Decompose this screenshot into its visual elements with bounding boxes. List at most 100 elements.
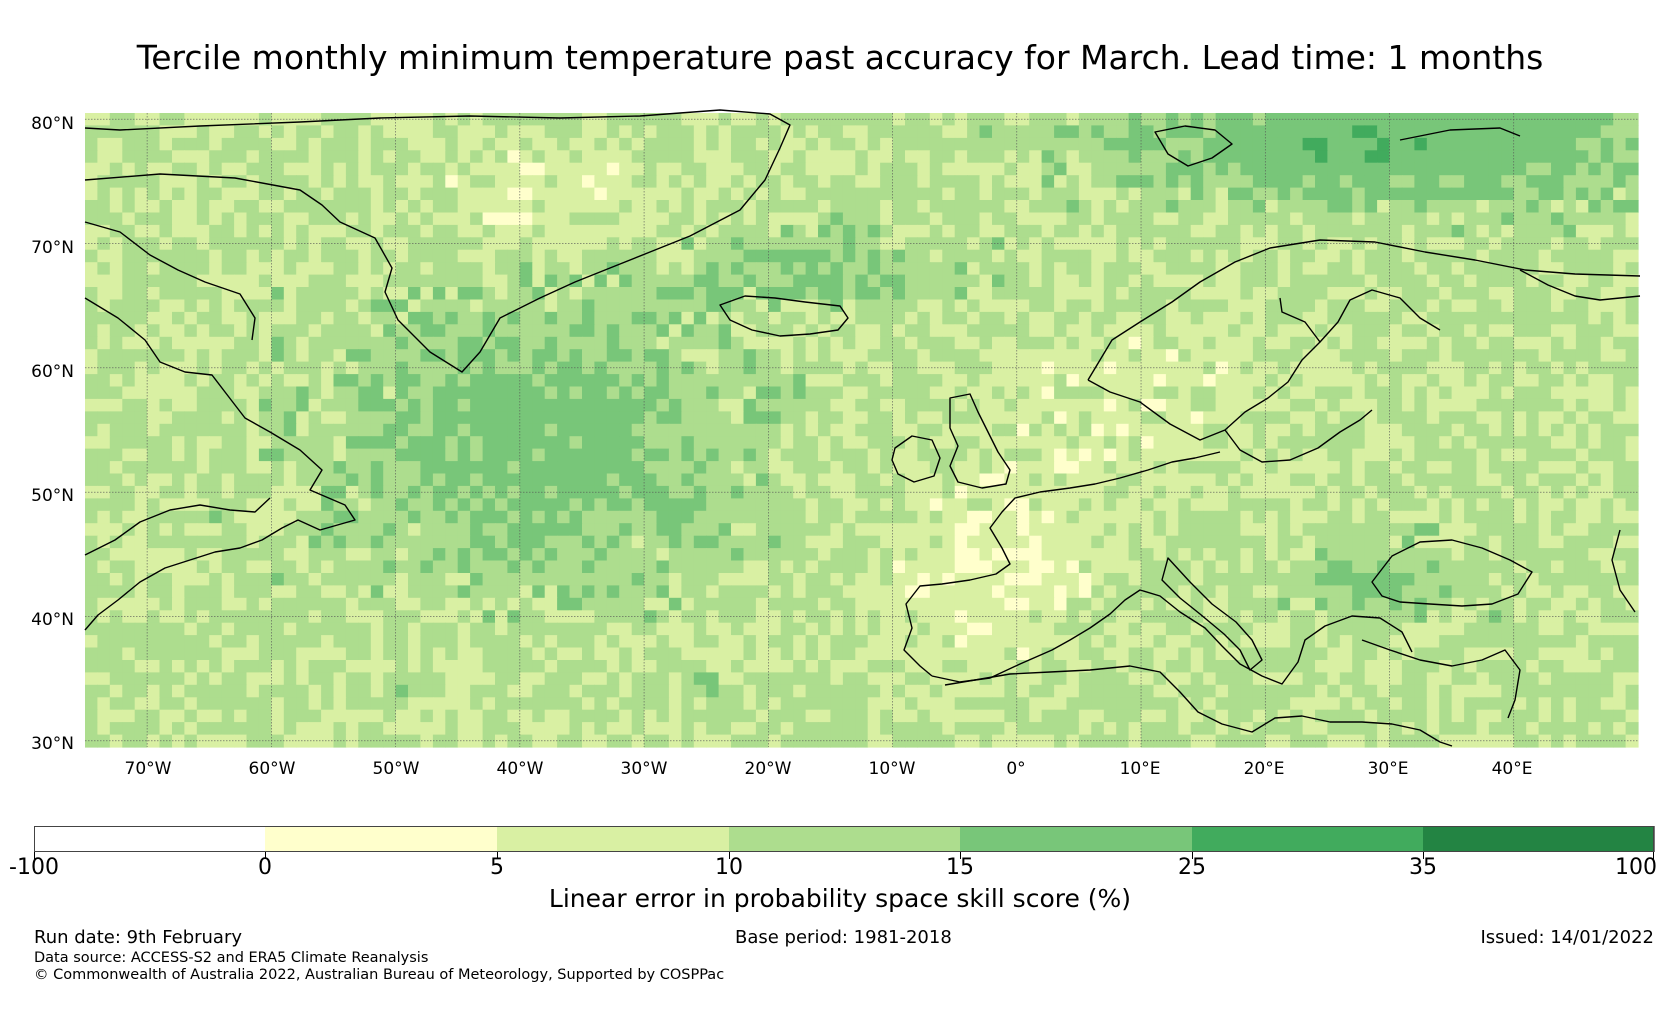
grid-cell xyxy=(358,411,372,425)
grid-cell xyxy=(1240,398,1254,412)
grid-cell xyxy=(582,523,595,537)
grid-cell xyxy=(1016,175,1030,189)
grid-cell xyxy=(1190,485,1204,499)
grid-cell xyxy=(470,423,484,437)
grid-cell xyxy=(1302,349,1316,363)
grid-cell xyxy=(159,137,173,151)
grid-cell xyxy=(1625,361,1639,375)
grid-cell xyxy=(1600,386,1614,400)
grid-cell xyxy=(1054,374,1068,388)
grid-cell xyxy=(693,324,707,338)
grid-cell xyxy=(470,560,484,574)
grid-cell xyxy=(495,287,508,300)
grid-cell xyxy=(1041,560,1055,574)
grid-cell xyxy=(942,523,956,537)
grid-cell xyxy=(1203,573,1217,586)
grid-cell xyxy=(1538,461,1552,475)
grid-cell xyxy=(718,374,732,388)
grid-cell xyxy=(1377,374,1391,388)
grid-cell xyxy=(1352,212,1366,226)
grid-cell xyxy=(1277,336,1291,350)
grid-cell xyxy=(842,436,856,450)
grid-cell xyxy=(122,311,136,325)
grid-cell xyxy=(1476,423,1490,437)
grid-cell xyxy=(432,324,446,338)
grid-cell xyxy=(445,498,459,512)
grid-cell xyxy=(1091,361,1105,375)
grid-cell xyxy=(1178,150,1192,164)
grid-cell xyxy=(1352,336,1366,350)
grid-cell xyxy=(1501,573,1515,586)
grid-cell xyxy=(1364,461,1378,475)
grid-cell xyxy=(1141,473,1154,487)
grid-cell xyxy=(457,473,471,487)
grid-cell xyxy=(221,374,235,388)
grid-cell xyxy=(1116,510,1130,524)
grid-cell xyxy=(1476,510,1490,524)
grid-cell xyxy=(706,498,720,512)
grid-cell xyxy=(495,510,508,524)
grid-cell xyxy=(1538,423,1552,437)
grid-cell xyxy=(1302,299,1316,313)
grid-cell xyxy=(519,398,533,412)
grid-cell xyxy=(992,175,1005,189)
grid-cell xyxy=(1575,597,1589,611)
grid-cell xyxy=(1178,398,1192,412)
grid-cell xyxy=(1600,448,1614,462)
grid-cell xyxy=(1352,423,1366,437)
grid-cell xyxy=(432,212,446,226)
grid-cell xyxy=(544,249,558,263)
grid-cell xyxy=(1600,498,1614,512)
grid-cell xyxy=(271,560,285,574)
grid-cell xyxy=(743,287,757,300)
grid-cell xyxy=(134,523,148,537)
grid-cell xyxy=(1414,374,1428,388)
grid-cell xyxy=(1464,200,1478,213)
grid-cell xyxy=(768,361,782,375)
grid-cell xyxy=(644,461,658,475)
grid-cell xyxy=(1190,423,1204,437)
grid-cell xyxy=(271,324,285,338)
grid-cell xyxy=(1302,436,1316,450)
grid-cell xyxy=(1613,299,1627,313)
grid-cell xyxy=(1575,398,1589,412)
grid-cell xyxy=(644,473,658,487)
grid-cell xyxy=(482,237,496,251)
grid-cell xyxy=(445,349,459,363)
grid-cell xyxy=(1451,423,1465,437)
grid-cell xyxy=(867,349,881,363)
grid-cell xyxy=(1575,498,1589,512)
grid-cell xyxy=(1054,162,1068,176)
grid-cell xyxy=(594,336,608,350)
grid-cell xyxy=(644,361,658,375)
grid-cell xyxy=(482,374,496,388)
grid-cell xyxy=(271,423,285,437)
grid-cell xyxy=(780,162,794,176)
grid-cell xyxy=(731,212,744,226)
grid-cell xyxy=(308,125,322,139)
grid-cell xyxy=(855,398,869,412)
grid-cell xyxy=(731,448,744,462)
grid-cell xyxy=(258,336,272,350)
grid-cell xyxy=(1252,299,1266,313)
grid-cell xyxy=(1327,287,1341,300)
grid-cell xyxy=(507,448,521,462)
grid-cell xyxy=(992,287,1005,300)
grid-cell xyxy=(321,150,335,164)
grid-cell xyxy=(818,398,831,412)
grid-cell xyxy=(606,324,620,338)
grid-cell xyxy=(1451,560,1465,574)
grid-cell xyxy=(1178,523,1192,537)
grid-cell xyxy=(880,125,894,139)
grid-cell xyxy=(1526,137,1540,151)
grid-cell xyxy=(1401,125,1415,139)
grid-cell xyxy=(457,336,471,350)
grid-cell xyxy=(1538,200,1552,213)
grid-cell xyxy=(1066,336,1080,350)
grid-cell xyxy=(1513,187,1527,201)
grid-cell xyxy=(1352,224,1366,238)
grid-cell xyxy=(383,162,397,176)
grid-cell xyxy=(929,336,943,350)
grid-cell xyxy=(979,212,993,226)
grid-cell xyxy=(979,150,993,164)
